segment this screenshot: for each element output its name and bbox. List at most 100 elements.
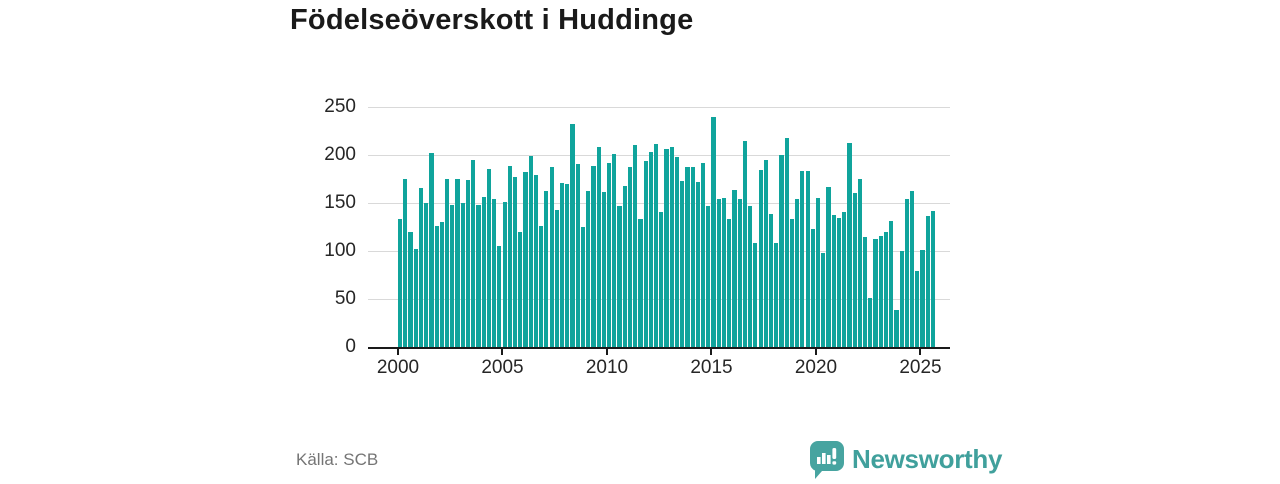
quarter-bar <box>664 149 669 347</box>
quarter-bar <box>633 145 638 347</box>
quarter-bar <box>685 167 690 347</box>
quarter-bar <box>910 191 915 347</box>
quarter-bar <box>398 219 403 347</box>
gridline <box>368 203 950 204</box>
quarter-bar <box>826 186 831 347</box>
quarter-bar <box>842 211 847 347</box>
quarter-bar <box>648 152 653 347</box>
quarter-bar <box>424 203 429 347</box>
quarter-bar <box>445 179 450 347</box>
quarter-bar <box>800 171 805 347</box>
quarter-bar <box>863 236 868 347</box>
source-label: Källa: SCB <box>296 450 379 469</box>
quarter-bar <box>695 181 700 347</box>
x-tick-mark <box>501 349 504 355</box>
quarter-bar <box>753 243 758 347</box>
quarter-bar <box>549 167 554 347</box>
quarter-bar <box>873 239 878 347</box>
quarter-bar <box>523 172 528 347</box>
quarter-bar <box>659 211 664 347</box>
x-axis-line <box>368 347 950 349</box>
x-tick-label: 2005 <box>481 357 524 378</box>
quarter-bar <box>690 166 695 347</box>
quarter-bar <box>429 153 434 347</box>
quarter-bar <box>450 204 455 347</box>
x-tick-mark <box>919 349 922 355</box>
quarter-bar <box>476 204 481 347</box>
x-tick-mark <box>397 349 399 355</box>
quarter-bar <box>795 199 800 347</box>
quarter-bar <box>737 199 742 347</box>
quarter-bar <box>544 190 549 347</box>
quarter-bar <box>889 221 894 347</box>
quarter-bar <box>894 309 899 347</box>
quarter-bar <box>507 165 512 347</box>
quarter-bar <box>586 191 591 347</box>
quarter-bar <box>857 179 862 347</box>
quarter-bar <box>622 185 627 347</box>
gridline <box>368 107 950 108</box>
quarter-bar <box>502 202 507 347</box>
quarter-bar <box>497 246 502 347</box>
quarter-bar <box>847 142 852 347</box>
quarter-bar <box>758 170 763 347</box>
quarter-bar <box>748 205 753 347</box>
quarter-bar <box>565 183 570 347</box>
y-tick-label: 50 <box>334 288 356 309</box>
quarter-bar <box>638 219 643 347</box>
quarter-bar <box>711 116 716 347</box>
quarter-bar <box>460 203 465 347</box>
quarter-bar <box>570 124 575 347</box>
chart-title: Födelseöverskott i Huddinge <box>290 4 694 36</box>
quarter-bar <box>434 226 439 347</box>
quarter-bar <box>408 231 413 347</box>
y-tick-label: 150 <box>324 192 356 213</box>
quarter-bar <box>721 198 727 347</box>
quarter-bar <box>920 250 925 347</box>
quarter-bar <box>727 219 732 347</box>
quarter-bar <box>492 199 497 347</box>
y-tick-label: 200 <box>324 144 356 165</box>
quarter-bar <box>774 243 779 347</box>
quarter-bar <box>596 147 601 347</box>
quarter-bar <box>643 160 648 347</box>
quarter-bar <box>591 165 596 347</box>
quarter-bar <box>617 205 622 347</box>
x-tick-label: 2025 <box>899 357 942 378</box>
y-tick-label: 0 <box>345 336 356 357</box>
quarter-bar <box>418 187 424 347</box>
quarter-bar <box>554 209 559 347</box>
quarter-bar <box>883 231 889 347</box>
gridline <box>368 155 950 156</box>
quarter-bar <box>601 192 606 347</box>
quarter-bar <box>815 198 821 347</box>
x-tick-label: 2000 <box>376 357 420 378</box>
newsworthy-bubble-chart-icon <box>809 441 844 479</box>
quarter-bar <box>539 226 544 347</box>
quarter-bar <box>612 154 617 347</box>
quarter-bar <box>518 231 523 347</box>
quarter-bar <box>654 144 659 347</box>
quarter-bar <box>413 249 418 347</box>
quarter-bar <box>674 156 680 347</box>
quarter-bar <box>701 162 706 347</box>
gridline <box>368 251 950 252</box>
x-tick-mark <box>710 349 713 355</box>
quarter-bar <box>836 218 842 347</box>
quarter-bar <box>925 216 930 347</box>
x-tick-mark <box>605 349 608 355</box>
quarter-bar <box>821 252 826 347</box>
quarter-bar <box>768 213 774 347</box>
y-tick-label: 250 <box>324 96 356 117</box>
quarter-bar <box>481 197 486 347</box>
quarter-bar <box>789 219 795 347</box>
x-tick-label: 2020 <box>794 357 838 378</box>
quarter-bar <box>403 179 408 347</box>
quarter-bar <box>465 179 471 347</box>
quarter-bar <box>930 210 936 347</box>
quarter-bar <box>575 163 580 347</box>
quarter-bar <box>742 140 748 347</box>
quarter-bar <box>606 162 612 347</box>
quarter-bar <box>868 298 873 347</box>
